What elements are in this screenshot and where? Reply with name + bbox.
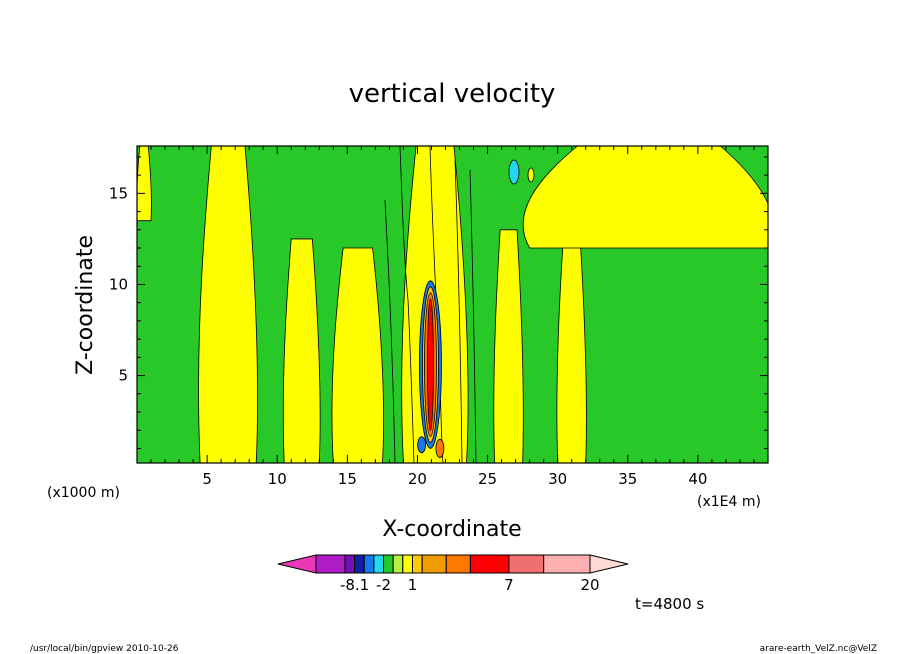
footer-right: arare-earth_VelZ.nc@VelZ: [760, 644, 877, 654]
chart-title: vertical velocity: [349, 79, 556, 109]
updraft-band-3: [282, 238, 321, 463]
x-tick-label: 20: [408, 470, 427, 488]
x-tick-label: 35: [618, 470, 637, 488]
core-inner: [427, 298, 434, 431]
updraft-base-right: [435, 439, 445, 458]
x-tick-label: 40: [688, 470, 707, 488]
colorbar-swatch: [344, 554, 356, 574]
plot-frame: [136, 145, 769, 464]
y-tick-label: 5: [118, 367, 128, 385]
x-tick-label: 5: [202, 470, 212, 488]
colorbar-swatch: [445, 554, 471, 574]
colorbar-swatch: [363, 554, 375, 574]
x-axis-title: X-coordinate: [382, 517, 521, 542]
colorbar-swatch: [373, 554, 385, 574]
x-tick-label: 10: [268, 470, 287, 488]
colorbar-swatch: [543, 554, 591, 574]
colorbar-swatch: [508, 554, 545, 574]
y-units-label: (x1000 m): [47, 485, 120, 501]
time-label: t=4800 s: [635, 595, 704, 613]
y-axis-title: Z-coordinate: [73, 235, 98, 375]
fine-structure: [384, 146, 535, 463]
x-axis: 5 10 15 20 25 30 35 40: [150, 146, 755, 488]
colorbar-swatch: [402, 554, 413, 574]
x-units-label: (x1E4 m): [697, 494, 761, 510]
y-tick-label: 10: [109, 275, 128, 293]
colorbar-lower-arrow: [277, 554, 317, 574]
updraft-band-1: [137, 146, 152, 222]
colorbar-swatch: [411, 554, 423, 574]
plot-area: [137, 146, 768, 463]
colorbar-swatch: [315, 554, 346, 574]
colorbar-swatch: [421, 554, 447, 574]
colorbar-upper-arrow: [589, 554, 629, 574]
colorbar-swatch: [392, 554, 404, 574]
x-tick-label: 30: [548, 470, 567, 488]
colorbar-tick-label: -2: [376, 576, 391, 594]
updraft-core: [417, 280, 445, 458]
y-tick-label: 15: [109, 184, 128, 202]
y-axis: 5 10 15: [109, 156, 768, 449]
x-tick-label: 25: [478, 470, 497, 488]
footer-left: /usr/local/bin/gpview 2010-10-26: [30, 644, 179, 654]
updraft-band-4: [331, 247, 384, 463]
updraft-band-8: [522, 146, 768, 249]
colorbar-tick-label: 7: [504, 576, 514, 594]
colorbar-tick-label: -8.1: [340, 576, 369, 594]
updraft-band-6: [493, 229, 524, 463]
colorbar: -8.1 -2 1 7 20: [277, 554, 629, 594]
colorbar-tick-label: 1: [408, 576, 418, 594]
updraft-band-7: [556, 238, 587, 463]
colorbar-tick-label: 20: [580, 576, 599, 594]
colorbar-swatch: [469, 554, 510, 574]
updraft-band-2: [198, 146, 258, 463]
downdraft-base-left: [417, 436, 427, 454]
x-tick-label: 15: [338, 470, 357, 488]
colorbar-swatch: [383, 554, 394, 574]
colorbar-swatch: [354, 554, 365, 574]
